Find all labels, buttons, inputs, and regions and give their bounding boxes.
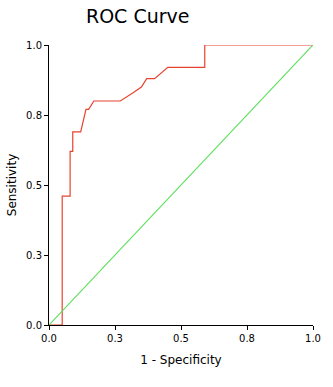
svg-text:0.3: 0.3 [107, 333, 123, 344]
svg-text:0.0: 0.0 [41, 333, 57, 344]
svg-text:0.0: 0.0 [26, 320, 42, 331]
svg-text:0.8: 0.8 [26, 110, 42, 121]
svg-text:ROC Curve: ROC Curve [86, 5, 190, 27]
svg-text:Sensitivity: Sensitivity [5, 154, 19, 216]
svg-text:1.0: 1.0 [305, 333, 321, 344]
svg-text:0.5: 0.5 [26, 180, 42, 191]
svg-text:0.5: 0.5 [173, 333, 189, 344]
svg-text:0.8: 0.8 [239, 333, 255, 344]
svg-text:0.3: 0.3 [26, 250, 42, 261]
svg-text:1 - Specificity: 1 - Specificity [140, 353, 221, 367]
svg-text:1.0: 1.0 [26, 40, 42, 51]
